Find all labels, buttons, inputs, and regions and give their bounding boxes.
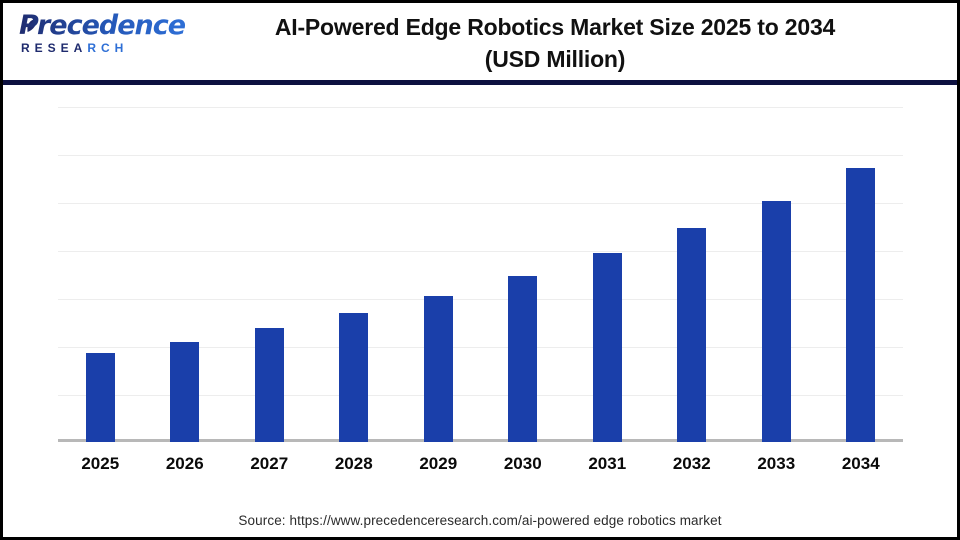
bar-slot-2033 — [734, 107, 819, 442]
brand-subtitle-navy: RESEA — [21, 41, 88, 55]
chart-title-line1: AI-Powered Edge Robotics Market Size 202… — [274, 14, 836, 40]
bar-slot-2032 — [650, 107, 735, 442]
bar-2033 — [761, 200, 791, 442]
x-axis-label-2033: 2033 — [757, 454, 796, 473]
source-citation: Source: https://www.precedenceresearch.c… — [238, 513, 722, 528]
x-axis-labels: 2025 2026 2027 2028 2029 2030 2031 2032 2033 2034 — [58, 454, 903, 474]
x-axis-label-2030: 2030 — [503, 454, 542, 473]
bar-slot-2025 — [58, 107, 143, 442]
bar-2027 — [254, 328, 284, 442]
header-divider — [3, 80, 957, 85]
header: Precedence RESEARCH AI-Powered Edge Robo… — [3, 3, 957, 80]
brand-subtitle: RESEARCH — [17, 42, 187, 54]
bar-slot-2027 — [227, 107, 312, 442]
bar-2026 — [170, 342, 200, 442]
bar-slot-2030 — [481, 107, 566, 442]
bar-slot-2029 — [396, 107, 481, 442]
bar-2028 — [339, 312, 369, 442]
x-axis-label-2028: 2028 — [334, 454, 373, 473]
bar-2029 — [423, 295, 453, 442]
x-axis-label-2031: 2031 — [588, 454, 627, 473]
bar-2034 — [846, 168, 876, 442]
chart-title: AI-Powered Edge Robotics Market Size 202… — [168, 11, 942, 75]
bar-group — [58, 107, 903, 442]
x-axis-label-2034: 2034 — [841, 454, 880, 473]
bar-2032 — [677, 228, 707, 442]
x-axis-label-2026: 2026 — [165, 454, 204, 473]
bar-2031 — [592, 252, 622, 442]
bar-2025 — [85, 352, 115, 442]
x-axis-label-2032: 2032 — [672, 454, 711, 473]
x-axis-line — [58, 439, 903, 442]
leaf-icon — [25, 18, 38, 38]
chart-title-line2: (USD Million) — [484, 46, 626, 72]
brand-subtitle-blue: RCH — [87, 41, 129, 55]
bar-slot-2026 — [143, 107, 228, 442]
x-axis-label-2025: 2025 — [81, 454, 120, 473]
bar-slot-2034 — [819, 107, 904, 442]
bar-slot-2028 — [312, 107, 397, 442]
x-axis-label-2029: 2029 — [419, 454, 458, 473]
plot-area — [58, 107, 903, 442]
brand-word: Precedence — [19, 10, 186, 41]
brand-logo: Precedence RESEARCH — [17, 12, 187, 54]
x-axis-label-2027: 2027 — [250, 454, 289, 473]
bar-slot-2031 — [565, 107, 650, 442]
bar-2030 — [508, 275, 538, 442]
